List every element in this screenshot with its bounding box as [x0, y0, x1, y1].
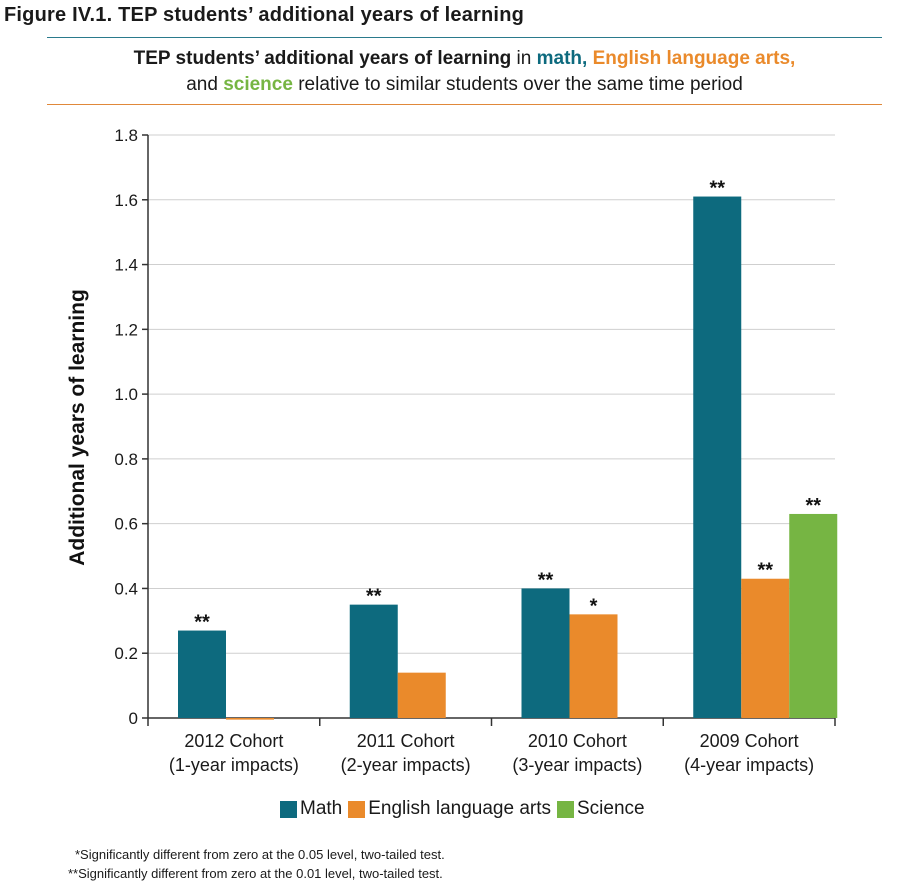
footnote-01: **Significantly different from zero at t… — [68, 866, 443, 881]
y-tick-label: 1.2 — [114, 320, 138, 339]
x-tick-label-sub: (2-year impacts) — [341, 755, 471, 775]
x-tick-label-sub: (3-year impacts) — [512, 755, 642, 775]
x-tick-label: 2012 Cohort — [184, 731, 283, 751]
x-tick-label: 2009 Cohort — [700, 731, 799, 751]
figure-title: Figure IV.1. TEP students’ additional ye… — [4, 4, 525, 26]
bar-ela — [569, 614, 618, 718]
legend-item-math: Math — [280, 798, 342, 820]
legend-item-ela: English language arts — [348, 798, 551, 820]
legend-swatch-science — [557, 800, 574, 818]
chart-subtitle: TEP students’ additional years of learni… — [47, 46, 882, 98]
x-tick-label-sub: (1-year impacts) — [169, 755, 299, 775]
y-tick-label: 1.6 — [114, 191, 138, 210]
y-tick-label: 0.4 — [114, 579, 138, 598]
significance-label: ** — [366, 586, 382, 608]
x-tick-label: 2010 Cohort — [528, 731, 627, 751]
legend-swatch-math — [280, 800, 297, 818]
legend-label-science: Science — [577, 798, 645, 819]
subtitle-and: and — [186, 74, 224, 95]
bar-math — [521, 588, 570, 718]
y-tick-label: 1.0 — [114, 385, 138, 404]
subtitle-lead: TEP students’ additional years of learni… — [133, 48, 512, 69]
bar-science — [789, 513, 838, 718]
x-tick-label-sub: (4-year impacts) — [684, 755, 814, 775]
subtitle-math: math, — [536, 48, 588, 69]
legend-label-math: Math — [300, 798, 343, 819]
subtitle-rest: relative to similar students over the sa… — [292, 74, 743, 95]
significance-label: ** — [757, 560, 773, 582]
y-axis-label: Additional years of learning — [66, 289, 89, 566]
legend-swatch-ela — [348, 800, 366, 818]
bar-ela — [741, 578, 790, 718]
footnotes: *Significantly different from zero at th… — [68, 845, 445, 883]
bar-ela — [226, 718, 274, 720]
significance-label: ** — [538, 569, 554, 591]
bar-math — [349, 604, 398, 718]
subtitle-in: in — [511, 48, 537, 69]
bar-chart: 0 0.2 0.4 0.6 0.8 1.0 1.2 1.4 1.6 1.8 Additional y… — [66, 126, 838, 775]
significance-label: ** — [805, 495, 821, 517]
y-tick-label: 1.4 — [114, 256, 138, 275]
significance-label: ** — [194, 612, 210, 634]
x-tick-label: 2011 Cohort — [357, 731, 455, 751]
y-tick-label: 1.8 — [114, 126, 138, 145]
y-tick-label: 0.8 — [114, 450, 138, 469]
subtitle-ela: English language arts, — [587, 48, 796, 69]
subtitle-science: science — [223, 74, 293, 95]
y-tick-label: 0.2 — [114, 644, 138, 663]
y-tick-label: 0.6 — [114, 515, 138, 534]
legend-item-science: Science — [557, 798, 645, 820]
bar-math — [693, 196, 742, 719]
title-rule — [47, 37, 882, 38]
bar-math — [178, 630, 226, 718]
subtitle-rule — [47, 104, 882, 105]
significance-label: * — [590, 595, 598, 617]
bar-ela — [397, 672, 446, 718]
legend-label-ela: English language arts — [368, 798, 551, 819]
significance-label: ** — [709, 178, 725, 200]
legend: Math English language arts Science — [280, 798, 651, 820]
footnote-05: *Significantly different from zero at th… — [75, 847, 445, 862]
y-tick-label: 0 — [129, 709, 138, 728]
